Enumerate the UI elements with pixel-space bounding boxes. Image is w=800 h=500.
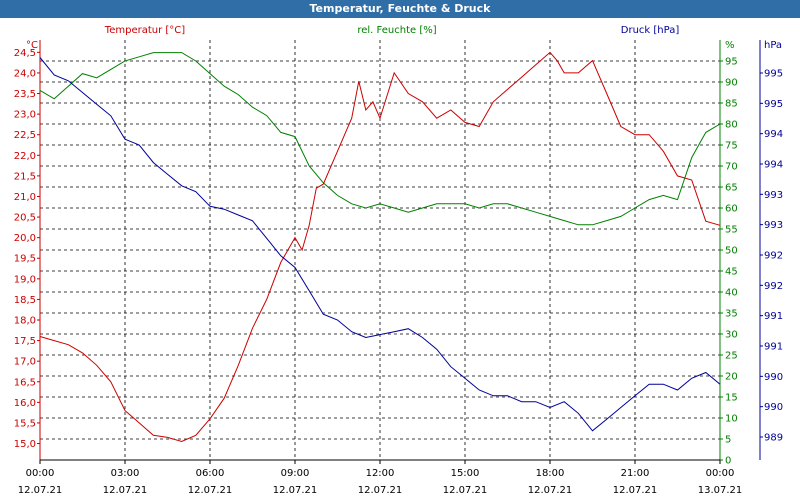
pressure-tick-label: 993 (764, 190, 783, 201)
pressure-tick-label: 990 (764, 372, 783, 383)
temperature-tick-label: 20,0 (14, 233, 36, 244)
x-tick-label-date: 12.07.21 (273, 485, 318, 496)
axes: 15,0 15,5 16,0 16,5 17,0 17,5 18,0 18,5 19,0 19,5… (14, 40, 783, 496)
humidity-tick-label: 30 (725, 330, 738, 341)
pressure-tick-label: 991 (764, 342, 783, 353)
temperature-tick-label: 15,0 (14, 439, 36, 450)
humidity-tick-label: 10 (725, 414, 738, 425)
x-tick-label-date: 12.07.21 (613, 485, 658, 496)
x-tick-label-time: 15:00 (451, 468, 480, 479)
temperature-tick-label: 21,5 (14, 171, 36, 182)
pressure-tick-label: 991 (764, 311, 783, 322)
x-tick-label-time: 03:00 (111, 468, 140, 479)
humidity-tick-label: 80 (725, 120, 738, 131)
temperature-tick-label: 17,5 (14, 336, 36, 347)
x-tick-label-date: 12.07.21 (358, 485, 403, 496)
pressure-tick-label: 994 (764, 160, 783, 171)
x-tick-label-date: 12.07.21 (18, 485, 63, 496)
humidity-axis-label: rel. Feuchte [%] (357, 25, 436, 36)
pressure-tick-label: 992 (764, 251, 783, 262)
humidity-tick-label: 95 (725, 57, 738, 68)
temperature-tick-label: 20,5 (14, 213, 36, 224)
x-tick-label-time: 00:00 (26, 468, 55, 479)
temperature-unit: °C (26, 40, 38, 51)
temperature-tick-label: 19,0 (14, 274, 36, 285)
x-tick-label-date: 13.07.21 (698, 485, 743, 496)
humidity-tick-label: 40 (725, 288, 738, 299)
humidity-tick-label: 85 (725, 99, 738, 110)
pressure-axis-label: Druck [hPa] (621, 25, 680, 36)
temperature-tick-label: 16,5 (14, 377, 36, 388)
x-tick-label-date: 12.07.21 (103, 485, 148, 496)
temperature-tick-label: 22,0 (14, 151, 36, 162)
x-tick-label-date: 12.07.21 (443, 485, 488, 496)
series-line-humidity (39, 52, 721, 226)
temperature-tick-label: 19,5 (14, 254, 36, 265)
temperature-tick-label: 16,0 (14, 398, 36, 409)
x-tick-label-time: 00:00 (706, 468, 735, 479)
humidity-tick-label: 45 (725, 267, 738, 278)
humidity-tick-label: 25 (725, 351, 738, 362)
pressure-tick-label: 995 (764, 99, 783, 110)
humidity-tick-label: 0 (725, 456, 731, 467)
pressure-tick-label: 990 (764, 402, 783, 413)
humidity-tick-label: 75 (725, 141, 738, 152)
chart: 15,0 15,5 16,0 16,5 17,0 17,5 18,0 18,5 19,0 19,5… (14, 25, 783, 496)
humidity-tick-label: 15 (725, 393, 738, 404)
temperature-tick-label: 21,0 (14, 192, 36, 203)
x-tick-label-time: 09:00 (281, 468, 310, 479)
humidity-tick-label: 90 (725, 78, 738, 89)
humidity-tick-label: 5 (725, 435, 731, 446)
humidity-tick-label: 35 (725, 309, 738, 320)
temperature-axis-label: Temperatur [°C] (104, 25, 185, 36)
humidity-unit: % (725, 40, 735, 51)
temperature-tick-label: 23,0 (14, 110, 36, 121)
x-tick-label-time: 18:00 (536, 468, 565, 479)
pressure-tick-label: 995 (764, 69, 783, 80)
x-tick-label-date: 12.07.21 (188, 485, 233, 496)
temperature-tick-label: 17,0 (14, 357, 36, 368)
x-tick-label-time: 21:00 (621, 468, 650, 479)
pressure-tick-label: 994 (764, 129, 783, 140)
temperature-tick-label: 15,5 (14, 418, 36, 429)
series-line-pressure (39, 57, 721, 432)
grid (39, 40, 721, 461)
pressure-tick-label: 993 (764, 220, 783, 231)
x-tick-label-date: 12.07.21 (528, 485, 573, 496)
temperature-tick-label: 18,0 (14, 316, 36, 327)
series-lines (39, 51, 721, 443)
pressure-unit: hPa (764, 40, 782, 51)
temperature-tick-label: 24,5 (14, 48, 36, 59)
pressure-tick-label: 992 (764, 281, 783, 292)
humidity-tick-label: 65 (725, 183, 738, 194)
humidity-tick-label: 50 (725, 246, 738, 257)
x-tick-label-time: 12:00 (366, 468, 395, 479)
humidity-tick-label: 70 (725, 162, 738, 173)
humidity-tick-label: 60 (725, 204, 738, 215)
humidity-tick-label: 55 (725, 225, 738, 236)
x-tick-label-time: 06:00 (196, 468, 225, 479)
temperature-tick-label: 23,5 (14, 89, 36, 100)
pressure-tick-label: 989 (764, 433, 783, 444)
temperature-tick-label: 18,5 (14, 295, 36, 306)
temperature-tick-label: 24,0 (14, 68, 36, 79)
humidity-tick-label: 20 (725, 372, 738, 383)
window-title: Temperatur, Feuchte & Druck (0, 0, 800, 18)
series-line-temperature (39, 51, 721, 443)
temperature-tick-label: 22,5 (14, 130, 36, 141)
